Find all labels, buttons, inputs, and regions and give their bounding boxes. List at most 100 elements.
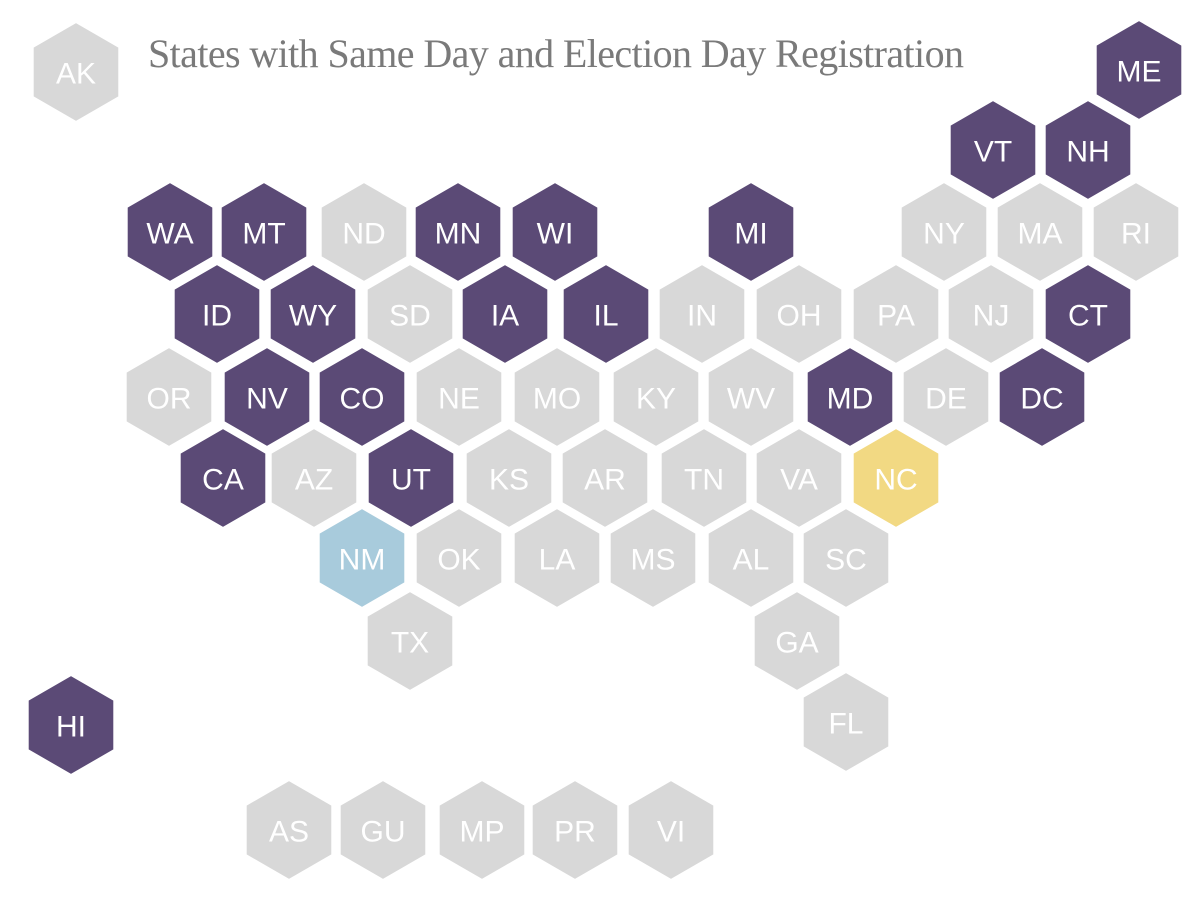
state-label-ky: KY	[636, 383, 676, 416]
state-label-ny: NY	[923, 218, 965, 251]
state-tile-ny: NY	[899, 180, 989, 284]
state-hex-vt	[948, 98, 1038, 202]
state-tile-nc: NC	[851, 426, 941, 530]
state-tile-hi: HI	[26, 673, 116, 777]
state-label-sc: SC	[825, 544, 867, 577]
state-tile-gu: GU	[338, 778, 428, 882]
state-hex-id	[172, 262, 262, 366]
state-tile-mt: MT	[219, 180, 309, 284]
state-tile-wa: WA	[125, 180, 215, 284]
state-label-al: AL	[733, 544, 770, 577]
state-label-mo: MO	[533, 383, 581, 416]
state-label-az: AZ	[295, 464, 333, 497]
state-label-tn: TN	[684, 464, 724, 497]
state-label-ok: OK	[437, 544, 480, 577]
state-label-ri: RI	[1121, 218, 1151, 251]
state-hex-ky	[611, 345, 701, 449]
state-label-de: DE	[925, 383, 967, 416]
state-tile-ca: CA	[178, 426, 268, 530]
state-tile-sc: SC	[801, 506, 891, 610]
state-tile-va: VA	[754, 426, 844, 530]
state-tile-pa: PA	[851, 262, 941, 366]
state-hex-il	[561, 262, 651, 366]
state-tile-il: IL	[561, 262, 651, 366]
state-label-dc: DC	[1020, 383, 1063, 416]
state-hex-ak	[31, 20, 121, 124]
state-tile-ky: KY	[611, 345, 701, 449]
state-label-hi: HI	[56, 711, 86, 744]
state-hex-ca	[178, 426, 268, 530]
state-tile-oh: OH	[754, 262, 844, 366]
state-tile-fl: FL	[801, 670, 891, 774]
state-tile-me: ME	[1094, 18, 1184, 122]
state-tile-wi: WI	[510, 180, 600, 284]
state-hex-la	[512, 506, 602, 610]
state-hex-ok	[414, 506, 504, 610]
state-hex-de	[901, 345, 991, 449]
state-tile-ct: CT	[1043, 262, 1133, 366]
state-label-mn: MN	[435, 218, 482, 251]
state-hex-me	[1094, 18, 1184, 122]
state-tile-or: OR	[124, 345, 214, 449]
state-hex-az	[269, 426, 359, 530]
state-tile-ne: NE	[414, 345, 504, 449]
state-label-ca: CA	[202, 464, 244, 497]
state-hex-wv	[706, 345, 796, 449]
state-label-nc: NC	[874, 464, 917, 497]
state-hex-nh	[1043, 98, 1133, 202]
state-label-il: IL	[593, 300, 618, 333]
state-tile-as: AS	[244, 778, 334, 882]
state-hex-dc	[997, 345, 1087, 449]
state-label-vt: VT	[974, 136, 1012, 169]
state-tile-ma: MA	[995, 180, 1085, 284]
state-hex-mo	[512, 345, 602, 449]
state-label-nv: NV	[246, 383, 288, 416]
state-label-va: VA	[780, 464, 818, 497]
state-label-wa: WA	[146, 218, 193, 251]
state-label-md: MD	[827, 383, 874, 416]
state-label-as: AS	[269, 816, 309, 849]
state-hex-gu	[338, 778, 428, 882]
state-hex-ct	[1043, 262, 1133, 366]
state-hex-oh	[754, 262, 844, 366]
state-tile-tx: TX	[365, 589, 455, 693]
state-label-ms: MS	[631, 544, 676, 577]
state-label-in: IN	[687, 300, 717, 333]
state-hex-nv	[222, 345, 312, 449]
state-hex-al	[706, 506, 796, 610]
state-tile-ms: MS	[608, 506, 698, 610]
map-title: States with Same Day and Election Day Re…	[148, 31, 964, 76]
state-tile-vt: VT	[948, 98, 1038, 202]
state-hex-in	[657, 262, 747, 366]
state-tile-nd: ND	[319, 180, 409, 284]
state-label-nj: NJ	[973, 300, 1010, 333]
state-label-tx: TX	[391, 627, 429, 660]
state-label-co: CO	[340, 383, 385, 416]
state-hex-co	[317, 345, 407, 449]
state-label-me: ME	[1117, 56, 1162, 89]
state-hex-wi	[510, 180, 600, 284]
state-label-ga: GA	[775, 627, 818, 660]
state-tile-ut: UT	[366, 426, 456, 530]
state-hex-sd	[365, 262, 455, 366]
state-tile-ri: RI	[1091, 180, 1181, 284]
state-tile-la: LA	[512, 506, 602, 610]
state-hex-tx	[365, 589, 455, 693]
state-tile-co: CO	[317, 345, 407, 449]
state-tile-ks: KS	[464, 426, 554, 530]
state-hex-nd	[319, 180, 409, 284]
state-label-pa: PA	[877, 300, 915, 333]
state-hex-ut	[366, 426, 456, 530]
state-tile-nm: NM	[317, 506, 407, 610]
state-hex-ri	[1091, 180, 1181, 284]
state-tile-in: IN	[657, 262, 747, 366]
state-hex-ga	[752, 589, 842, 693]
state-tile-mn: MN	[413, 180, 503, 284]
state-hex-tn	[659, 426, 749, 530]
state-hex-wy	[268, 262, 358, 366]
state-hex-sc	[801, 506, 891, 610]
state-hex-as	[244, 778, 334, 882]
state-label-nm: NM	[339, 544, 386, 577]
